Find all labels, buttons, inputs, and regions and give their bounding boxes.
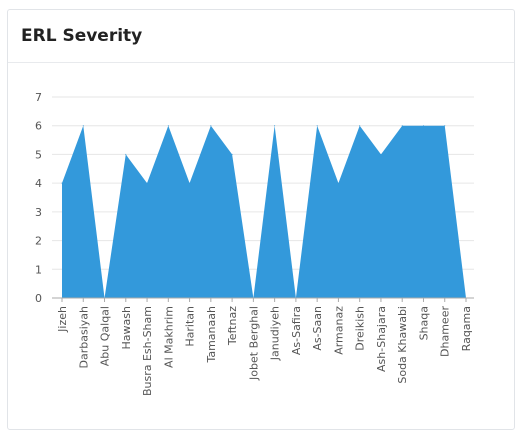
y-tick-label: 6 xyxy=(35,120,42,133)
data-point xyxy=(167,125,169,127)
data-point xyxy=(422,125,424,127)
y-tick-label: 4 xyxy=(35,177,42,190)
data-point xyxy=(189,182,191,184)
x-tick-label: Tamanaah xyxy=(205,306,218,364)
x-tick-label: Al Makhrim xyxy=(162,306,175,368)
x-tick-label: Darbasiyah xyxy=(77,306,90,368)
data-point xyxy=(146,182,148,184)
x-tick-label: As-Safira xyxy=(290,306,303,355)
y-tick-label: 2 xyxy=(35,235,42,248)
data-point xyxy=(337,182,339,184)
x-tick-label: Abu Qalqal xyxy=(99,306,112,366)
x-tick-label: Jobet Berghal xyxy=(247,306,260,381)
data-point xyxy=(231,153,233,155)
data-point xyxy=(359,125,361,127)
data-point xyxy=(61,182,63,184)
y-tick-label: 5 xyxy=(35,148,42,161)
x-tick-label: Janudiyeh xyxy=(269,306,282,361)
x-tick-label: Dhameer xyxy=(439,306,452,357)
y-tick-label: 3 xyxy=(35,206,42,219)
x-tick-label: As-Saan xyxy=(311,306,324,351)
x-tick-label: Soda Khawabi xyxy=(396,306,409,384)
x-tick-label: Hawash xyxy=(120,306,133,349)
y-tick-label: 7 xyxy=(35,91,42,104)
x-tick-label: Jizeh xyxy=(56,306,69,333)
data-point xyxy=(401,125,403,127)
x-tick-label: Ash-Shajara xyxy=(375,306,388,372)
x-tick-label: Dreikish xyxy=(354,306,367,351)
data-point xyxy=(210,125,212,127)
data-point xyxy=(82,125,84,127)
x-tick-label: Teftnaz xyxy=(226,306,239,346)
data-point xyxy=(316,125,318,127)
card-header: ERL Severity xyxy=(8,10,514,63)
data-point xyxy=(380,153,382,155)
x-tick-label: Armanaz xyxy=(332,306,345,355)
data-point xyxy=(274,125,276,127)
card-title: ERL Severity xyxy=(21,26,143,46)
x-tick-label: Haritan xyxy=(184,306,197,347)
x-tick-label: Shaqa xyxy=(417,306,430,340)
x-tick-label: Raqama xyxy=(460,306,473,351)
y-tick-label: 0 xyxy=(35,292,42,305)
x-tick-label: Busra Esh-Sham xyxy=(141,306,154,396)
data-point xyxy=(444,125,446,127)
y-tick-label: 1 xyxy=(35,263,42,276)
series-area xyxy=(62,125,466,298)
data-point xyxy=(125,153,127,155)
